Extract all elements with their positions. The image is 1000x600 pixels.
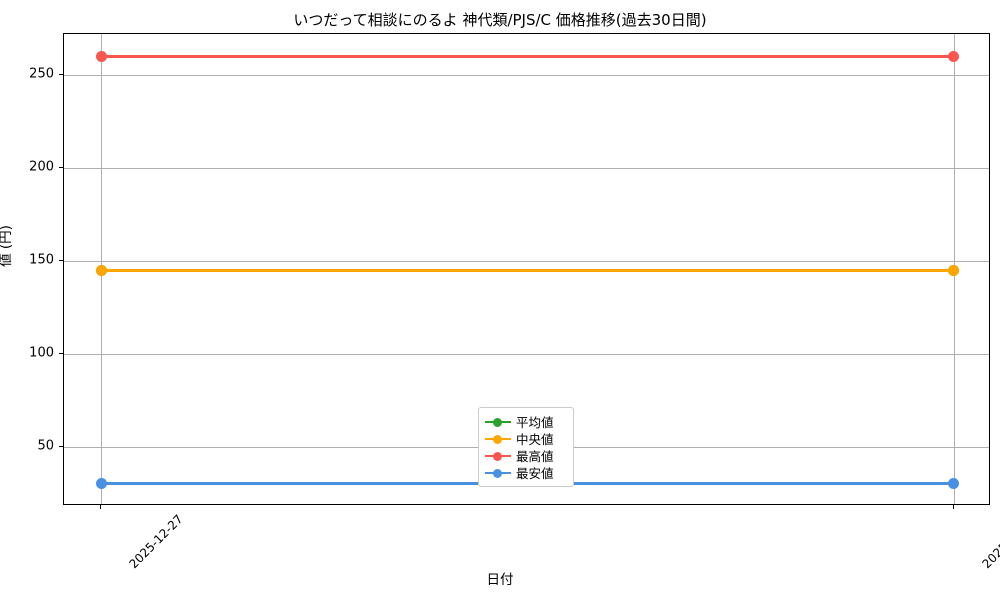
legend-marker-icon <box>485 433 511 444</box>
series-line-最高値 <box>101 54 954 58</box>
y-tick-label: 150 <box>29 252 54 268</box>
legend-item[interactable]: 中央値 <box>485 430 567 447</box>
chart-title: いつだって相談にのるよ 神代類/PJS/C 価格推移(過去30日間) <box>293 11 707 29</box>
data-point-marker <box>948 478 960 490</box>
x-tick-label: 2025-12-27 <box>126 512 186 572</box>
y-tick-mark <box>59 73 63 75</box>
gridline-horizontal <box>64 353 989 355</box>
legend-item-label: 中央値 <box>516 432 554 447</box>
series-line-中央値 <box>101 268 954 272</box>
y-tick-mark <box>59 445 63 447</box>
y-tick-mark <box>59 166 63 168</box>
data-point-marker <box>95 50 107 62</box>
y-tick-mark <box>59 259 63 261</box>
x-tick-mark <box>952 505 954 509</box>
gridline-horizontal <box>64 167 989 169</box>
x-axis-label: 日付 <box>486 572 514 588</box>
y-tick-label: 250 <box>29 66 54 82</box>
legend-item-label: 最高値 <box>516 449 554 464</box>
y-tick-label: 200 <box>29 159 54 175</box>
legend-marker-icon <box>485 416 511 427</box>
data-point-marker <box>948 50 960 62</box>
data-point-marker <box>948 264 960 276</box>
gridline-horizontal <box>64 74 989 76</box>
legend-marker-icon <box>485 467 511 478</box>
x-tick-label: 2025-12-28 <box>979 512 1000 572</box>
data-point-marker <box>95 478 107 490</box>
chart-legend: 平均値 中央値 最高値 最安値 <box>478 407 574 487</box>
y-axis-label: 値 (円) <box>0 225 14 267</box>
data-point-marker <box>95 264 107 276</box>
y-tick-mark <box>59 352 63 354</box>
legend-item-label: 平均値 <box>516 415 554 430</box>
legend-item-label: 最安値 <box>516 466 554 481</box>
legend-marker-icon <box>485 450 511 461</box>
y-tick-label: 50 <box>37 438 54 454</box>
legend-item[interactable]: 最高値 <box>485 447 567 464</box>
legend-item[interactable]: 平均値 <box>485 413 567 430</box>
gridline-horizontal <box>64 260 989 262</box>
y-tick-label: 100 <box>29 345 54 361</box>
x-tick-mark <box>100 505 102 509</box>
legend-item[interactable]: 最安値 <box>485 464 567 481</box>
